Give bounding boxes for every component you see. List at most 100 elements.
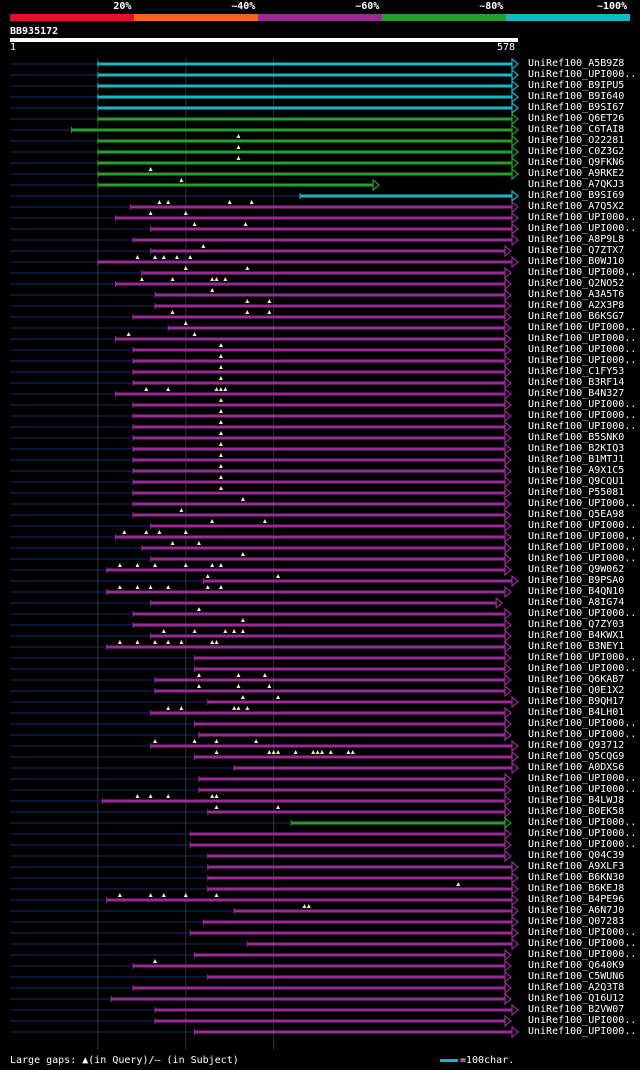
query-gap-marker [157, 530, 162, 534]
hit-label[interactable]: UniRef100_Q04C39 [528, 850, 625, 861]
hit-label[interactable]: UniRef100_UPI000.. [528, 344, 637, 355]
hit-label[interactable]: UniRef100_Q640K9 [528, 960, 625, 971]
hit-label[interactable]: UniRef100_UPI000.. [528, 223, 637, 234]
hit-label[interactable]: UniRef100_Q7ZTX7 [528, 245, 625, 256]
hit-label[interactable]: UniRef100_Q7ZY03 [528, 619, 625, 630]
hit-label[interactable]: UniRef100_UPI000.. [528, 718, 637, 729]
hit-label[interactable]: UniRef100_Q2NO52 [528, 278, 625, 289]
hit-label[interactable]: UniRef100_B4KWX1 [528, 630, 625, 641]
hit-label[interactable]: UniRef100_UPI000.. [528, 949, 637, 960]
hit-end-arrow [511, 904, 519, 918]
hit-label[interactable]: UniRef100_B4N327 [528, 388, 625, 399]
hit-label[interactable]: UniRef100_UPI000.. [528, 608, 637, 619]
hit-label[interactable]: UniRef100_UPI000.. [528, 938, 637, 949]
hit-label[interactable]: UniRef100_UPI000.. [528, 421, 637, 432]
hit-label[interactable]: UniRef100_B4PE96 [528, 894, 625, 905]
hit-label[interactable]: UniRef100_P55081 [528, 487, 625, 498]
hit-label[interactable]: UniRef100_UPI000.. [528, 817, 637, 828]
hit-label[interactable]: UniRef100_B6KEJ8 [528, 883, 625, 894]
hit-label[interactable]: UniRef100_C5WUN6 [528, 971, 625, 982]
hit-label[interactable]: UniRef100_B9PSA0 [528, 575, 625, 586]
hit-label[interactable]: UniRef100_A2Q3T8 [528, 982, 625, 993]
hit-label[interactable]: UniRef100_UPI000.. [528, 212, 637, 223]
hit-label[interactable]: UniRef100_C6TAI8 [528, 124, 625, 135]
hit-bar [194, 656, 505, 660]
hit-label[interactable]: UniRef100_UPI000.. [528, 663, 637, 674]
hit-label[interactable]: UniRef100_B9IPU5 [528, 80, 625, 91]
hit-label[interactable]: UniRef100_UPI000.. [528, 553, 637, 564]
hit-label[interactable]: UniRef100_A7QKJ3 [528, 179, 625, 190]
hit-label[interactable]: UniRef100_B4LH01 [528, 707, 625, 718]
hit-label[interactable]: UniRef100_C0Z3G2 [528, 146, 625, 157]
hit-label[interactable]: UniRef100_B9QH17 [528, 696, 625, 707]
hit-label[interactable]: UniRef100_O22281 [528, 135, 625, 146]
query-gap-marker [179, 178, 184, 182]
hit-label[interactable]: UniRef100_C1FY53 [528, 366, 625, 377]
hit-label[interactable]: UniRef100_Q6ET26 [528, 113, 625, 124]
hit-label[interactable]: UniRef100_Q9W062 [528, 564, 625, 575]
hit-label[interactable]: UniRef100_B5SNK0 [528, 432, 625, 443]
hit-label[interactable]: UniRef100_UPI000.. [528, 322, 637, 333]
hit-label[interactable]: UniRef100_Q16U12 [528, 993, 625, 1004]
hit-bar [194, 1030, 512, 1034]
hit-label[interactable]: UniRef100_A9XLF3 [528, 861, 625, 872]
hit-label[interactable]: UniRef100_Q5CQG9 [528, 751, 625, 762]
hit-label[interactable]: UniRef100_B6KN30 [528, 872, 625, 883]
hit-label[interactable]: UniRef100_B2KIQ3 [528, 443, 625, 454]
hit-label[interactable]: UniRef100_A8IG74 [528, 597, 625, 608]
hit-label[interactable]: UniRef100_UPI000.. [528, 267, 637, 278]
hit-label[interactable]: UniRef100_UPI000.. [528, 729, 637, 740]
hit-label[interactable]: UniRef100_B4LWJ8 [528, 795, 625, 806]
hit-label[interactable]: UniRef100_A9X1C5 [528, 465, 625, 476]
hit-label[interactable]: UniRef100_UPI000.. [528, 652, 637, 663]
hit-label[interactable]: UniRef100_Q6KAB7 [528, 674, 625, 685]
hit-label[interactable]: UniRef100_B3NEY1 [528, 641, 625, 652]
hit-label[interactable]: UniRef100_A9RKE2 [528, 168, 625, 179]
hit-label[interactable]: UniRef100_Q5EA98 [528, 509, 625, 520]
hit-label[interactable]: UniRef100_B6KSG7 [528, 311, 625, 322]
hit-label[interactable]: UniRef100_A3A5T6 [528, 289, 625, 300]
hit-label[interactable]: UniRef100_B2VW07 [528, 1004, 625, 1015]
hit-label[interactable]: UniRef100_UPI000.. [528, 355, 637, 366]
hit-label[interactable]: UniRef100_UPI000.. [528, 498, 637, 509]
hit-label[interactable]: UniRef100_Q9FKN6 [528, 157, 625, 168]
hit-label[interactable]: UniRef100_UPI000.. [528, 784, 637, 795]
hit-label[interactable]: UniRef100_A6N7J0 [528, 905, 625, 916]
hit-label[interactable]: UniRef100_UPI000.. [528, 410, 637, 421]
hit-label[interactable]: UniRef100_UPI000.. [528, 828, 637, 839]
query-gap-marker [218, 376, 223, 380]
hit-label[interactable]: UniRef100_Q0E1X2 [528, 685, 625, 696]
hit-label[interactable]: UniRef100_UPI000.. [528, 927, 637, 938]
hit-label[interactable]: UniRef100_A2X3P8 [528, 300, 625, 311]
hit-label[interactable]: UniRef100_UPI000.. [528, 542, 637, 553]
hit-label[interactable]: UniRef100_UPI000.. [528, 531, 637, 542]
hit-label[interactable]: UniRef100_UPI000.. [528, 520, 637, 531]
hit-label[interactable]: UniRef100_B9SI69 [528, 190, 625, 201]
hit-label[interactable]: UniRef100_A7Q5X2 [528, 201, 625, 212]
hit-label[interactable]: UniRef100_Q9CQU1 [528, 476, 625, 487]
hit-label[interactable]: UniRef100_B1MTJ1 [528, 454, 625, 465]
hit-label[interactable]: UniRef100_UPI000.. [528, 1026, 637, 1037]
hit-label[interactable]: UniRef100_B0WJ10 [528, 256, 625, 267]
hit-label[interactable]: UniRef100_UPI000.. [528, 333, 637, 344]
hit-end-arrow [511, 101, 519, 115]
hit-label[interactable]: UniRef100_B0EK58 [528, 806, 625, 817]
hit-label[interactable]: UniRef100_UPI000.. [528, 1015, 637, 1026]
hit-label[interactable]: UniRef100_A0DXS6 [528, 762, 625, 773]
hit-label[interactable]: UniRef100_A8P9L8 [528, 234, 625, 245]
hit-label[interactable]: UniRef100_B3RF14 [528, 377, 625, 388]
hit-label[interactable]: UniRef100_B9I640 [528, 91, 625, 102]
hit-label[interactable]: UniRef100_UPI000.. [528, 69, 637, 80]
hit-end-arrow [511, 68, 519, 82]
hit-label[interactable]: UniRef100_Q07283 [528, 916, 625, 927]
query-gap-marker [192, 629, 197, 633]
hit-bar [190, 843, 505, 847]
query-gap-marker [315, 750, 320, 754]
hit-label[interactable]: UniRef100_B4QN10 [528, 586, 625, 597]
hit-label[interactable]: UniRef100_B9SI67 [528, 102, 625, 113]
hit-label[interactable]: UniRef100_UPI000.. [528, 839, 637, 850]
hit-label[interactable]: UniRef100_Q93712 [528, 740, 625, 751]
hit-label[interactable]: UniRef100_A5B9Z8 [528, 58, 625, 69]
hit-label[interactable]: UniRef100_UPI000.. [528, 399, 637, 410]
hit-label[interactable]: UniRef100_UPI000.. [528, 773, 637, 784]
